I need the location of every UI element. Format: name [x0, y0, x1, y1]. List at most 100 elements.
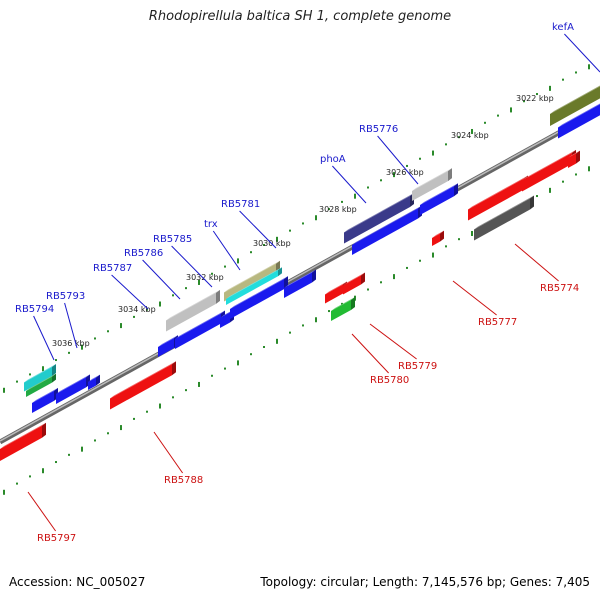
gene-leader-line — [142, 259, 181, 300]
gene-leader-line — [153, 431, 184, 474]
gene-feature — [568, 153, 576, 168]
map-title: Rhodopirellula baltica SH 1, complete ge… — [148, 9, 452, 24]
kbp-label: 3036 kbp — [52, 339, 90, 348]
gene-feature — [420, 186, 454, 215]
gene-feature-top — [175, 310, 225, 339]
gene-leader-line — [351, 333, 389, 374]
gene-leader-line — [452, 280, 497, 316]
gene-feature-top — [432, 230, 444, 238]
gene-feature — [284, 272, 312, 298]
gene-feature — [474, 198, 530, 241]
genome-summary-text: Topology: circular; Length: 7,145,576 bp… — [260, 575, 590, 589]
kbp-label: 3024 kbp — [451, 131, 489, 140]
gene-feature-side — [576, 150, 580, 164]
gene-feature-top — [0, 422, 46, 449]
gene-feature-side — [278, 267, 282, 277]
gene-leader-line — [33, 315, 55, 361]
gene-feature-top — [522, 149, 576, 181]
gene-feature-side — [530, 195, 534, 210]
gene-feature — [175, 313, 221, 349]
gene-feature-side — [42, 422, 46, 438]
gene-feature — [412, 171, 448, 201]
gene-feature — [352, 208, 418, 255]
gene-feature — [32, 390, 54, 413]
gene-feature — [0, 425, 42, 461]
gene-feature-top — [343, 272, 365, 286]
gene-feature-top — [568, 150, 580, 158]
gene-feature-top — [325, 281, 347, 295]
gene-feature — [558, 104, 600, 139]
gene-leader-line — [111, 274, 149, 310]
gene-feature-side — [454, 183, 458, 197]
gene-label-trx: trx — [204, 219, 218, 230]
gene-feature-side — [52, 373, 56, 383]
kbp-label: 3034 kbp — [118, 305, 156, 314]
gene-label-rb5779: RB5779 — [398, 361, 437, 372]
gene-feature-side — [351, 296, 355, 310]
gene-feature — [468, 178, 524, 221]
gene-label-rb5780: RB5780 — [370, 375, 409, 386]
gene-feature — [56, 377, 86, 404]
gene-leader-line — [564, 33, 600, 73]
gene-label-rb5785: RB5785 — [153, 234, 192, 245]
gene-feature-side — [361, 272, 365, 285]
gene-feature-top — [24, 364, 56, 383]
gene-feature-top — [110, 361, 176, 399]
gene-feature — [343, 275, 361, 295]
gene-feature-top — [352, 205, 422, 245]
gene-feature — [522, 152, 572, 192]
gene-feature-side — [216, 289, 220, 304]
gene-feature — [325, 284, 343, 304]
gene-leader-line — [369, 323, 417, 360]
gene-feature-side — [312, 269, 316, 283]
gene-feature-side — [52, 364, 56, 377]
gene-label-rb5777: RB5777 — [478, 317, 517, 328]
gene-feature — [344, 196, 410, 244]
gene-feature-top — [226, 267, 282, 299]
gene-leader-line — [514, 243, 559, 282]
kbp-label: 3032 kbp — [186, 273, 224, 282]
gene-label-rb5786: RB5786 — [124, 248, 163, 259]
gene-feature — [220, 312, 230, 328]
gene-leader-line — [27, 491, 57, 532]
gene-label-rb5776: RB5776 — [359, 124, 398, 135]
gene-leader-line — [64, 302, 78, 349]
gene-feature-top — [474, 195, 534, 230]
gene-label-rb5781: RB5781 — [221, 199, 260, 210]
gene-feature-side — [172, 361, 176, 376]
kbp-label: 3022 kbp — [516, 94, 554, 103]
gene-feature — [158, 338, 174, 357]
gene-feature — [224, 263, 276, 302]
gene-feature-side — [440, 230, 444, 242]
gene-leader-line — [332, 165, 367, 204]
gene-label-kefa: kefA — [552, 22, 574, 33]
gene-feature-top — [166, 289, 220, 321]
gene-feature-side — [96, 374, 100, 386]
gene-feature-top — [26, 373, 56, 391]
gene-label-rb5774: RB5774 — [540, 283, 579, 294]
gene-feature-top — [331, 296, 355, 311]
gene-leader-line — [171, 245, 213, 288]
gene-feature-top — [230, 276, 288, 309]
gene-feature-top — [344, 193, 414, 233]
accession-text: Accession: NC_005027 — [9, 575, 146, 589]
gene-label-rb5797: RB5797 — [37, 533, 76, 544]
gene-feature — [88, 377, 96, 390]
gene-label-phoa: phoA — [320, 154, 346, 165]
gene-feature — [432, 233, 440, 246]
gene-feature — [226, 270, 278, 305]
gene-label-rb5787: RB5787 — [93, 263, 132, 274]
gene-feature — [110, 364, 172, 410]
genome-backbone — [0, 107, 600, 445]
gene-feature-top — [158, 335, 178, 347]
gene-leader-line — [212, 230, 241, 271]
gene-feature-top — [550, 85, 600, 114]
gene-leader-line — [239, 210, 277, 249]
gene-feature-top — [32, 387, 58, 403]
gene-feature — [331, 299, 351, 321]
gene-feature-top — [224, 260, 280, 293]
kbp-label: 3026 kbp — [386, 168, 424, 177]
